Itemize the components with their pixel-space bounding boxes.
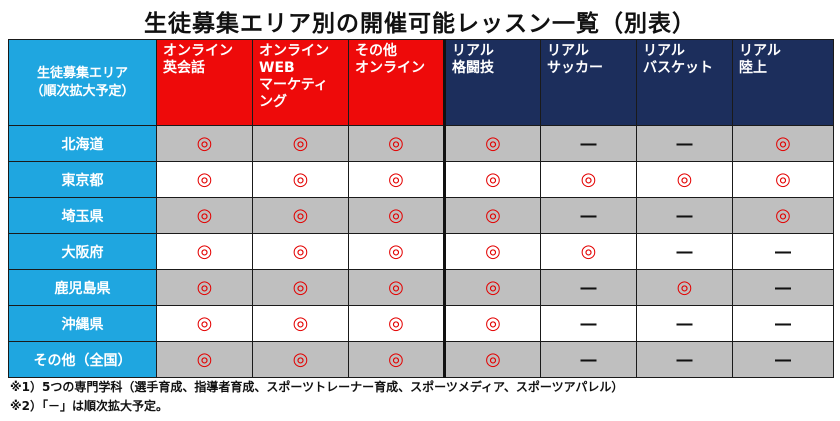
- availability-mark: ―: [580, 134, 597, 153]
- column-header-line: その他: [355, 43, 397, 59]
- availability-mark: ◎: [485, 205, 501, 226]
- area-label: 東京都: [8, 161, 157, 198]
- area-header-cell: 生徒募集エリア （順次拡大予定）: [8, 39, 157, 126]
- column-header-line: 格闘技: [452, 60, 494, 76]
- availability-mark: ―: [580, 206, 597, 225]
- column-header-real-soccer: リアル サッカー: [540, 39, 637, 126]
- column-header-real-basketball: リアル バスケット: [636, 39, 733, 126]
- availability-mark: ―: [676, 206, 693, 225]
- availability-mark: ◎: [388, 205, 404, 226]
- availability-mark: ◎: [196, 205, 213, 226]
- availability-mark: ◎: [485, 169, 501, 190]
- availability-mark: ◎: [292, 133, 309, 154]
- column-header-real-track: リアル 陸上: [732, 39, 834, 126]
- availability-mark: ◎: [676, 169, 693, 190]
- column-header-online-web-marketing: オンライン WEB マーケティ ング: [252, 39, 349, 126]
- availability-mark: ―: [580, 314, 597, 333]
- area-header-line2: （順次拡大予定）: [30, 83, 135, 99]
- footnote-1: ※1）5つの専門学科（選手育成、指導者育成、スポーツトレーナー育成、スポーツメデ…: [10, 380, 624, 394]
- area-label: その他（全国）: [8, 341, 157, 378]
- table-row: 沖縄県 ◎ ◎ ◎ ◎ ― ― ―: [8, 305, 834, 342]
- column-header-line: リアル: [739, 43, 781, 59]
- availability-mark: ◎: [292, 205, 309, 226]
- availability-mark: ―: [775, 278, 791, 297]
- availability-mark: ◎: [485, 313, 501, 334]
- availability-mark: ◎: [485, 241, 501, 262]
- availability-mark: ―: [775, 314, 791, 333]
- column-header-line: リアル: [547, 43, 589, 59]
- availability-mark: ―: [580, 278, 597, 297]
- area-label: 埼玉県: [8, 197, 157, 234]
- availability-mark: ―: [676, 242, 693, 261]
- availability-mark: ◎: [196, 277, 213, 298]
- table-row: その他（全国） ◎ ◎ ◎ ◎ ― ― ―: [8, 341, 834, 378]
- table-row: 北海道 ◎ ◎ ◎ ◎ ― ― ◎: [8, 125, 834, 162]
- availability-mark: ◎: [775, 169, 791, 190]
- column-header-line: リアル: [643, 43, 685, 59]
- column-header-line: WEB: [259, 60, 295, 76]
- area-label: 鹿児島県: [8, 269, 157, 306]
- column-header-online-english: オンライン 英会話: [156, 39, 253, 126]
- column-header-line: ング: [259, 94, 287, 110]
- availability-mark: ◎: [485, 133, 501, 154]
- lesson-availability-table: 生徒募集エリア （順次拡大予定） オンライン 英会話 オンライン WEB マーケ…: [8, 39, 834, 378]
- column-header-line: オンライン: [259, 43, 329, 59]
- column-header-line: オンライン: [355, 60, 425, 76]
- column-header-line: 陸上: [739, 60, 767, 76]
- availability-mark: ―: [676, 314, 693, 333]
- table-row: 東京都 ◎ ◎ ◎ ◎ ◎ ◎ ◎: [8, 161, 834, 198]
- header-row: 生徒募集エリア （順次拡大予定） オンライン 英会話 オンライン WEB マーケ…: [8, 39, 834, 126]
- availability-mark: ◎: [388, 133, 404, 154]
- availability-mark: ◎: [292, 241, 309, 262]
- column-header-line: サッカー: [547, 60, 603, 76]
- column-header-line: リアル: [452, 43, 494, 59]
- availability-mark: ◎: [388, 349, 404, 370]
- table-row: 鹿児島県 ◎ ◎ ◎ ◎ ― ◎ ―: [8, 269, 834, 306]
- availability-mark: ―: [775, 350, 791, 369]
- availability-mark: ◎: [775, 205, 791, 226]
- availability-mark: ―: [775, 242, 791, 261]
- availability-mark: ◎: [676, 277, 693, 298]
- availability-mark: ◎: [580, 169, 597, 190]
- page-title: 生徒募集エリア別の開催可能レッスン一覧（別表）: [144, 11, 696, 37]
- column-header-online-other: その他 オンライン: [348, 39, 446, 126]
- area-label: 沖縄県: [8, 305, 157, 342]
- availability-mark: ◎: [292, 349, 309, 370]
- availability-mark: ―: [676, 134, 693, 153]
- availability-mark: ◎: [388, 241, 404, 262]
- column-header-real-martial-arts: リアル 格闘技: [444, 39, 541, 126]
- footnote-2: ※2）「－」は順次拡大予定。: [10, 399, 169, 413]
- column-header-line: オンライン: [163, 43, 233, 59]
- availability-mark: ◎: [292, 277, 309, 298]
- availability-mark: ◎: [388, 277, 404, 298]
- table-row: 埼玉県 ◎ ◎ ◎ ◎ ― ― ◎: [8, 197, 834, 234]
- availability-mark: ◎: [292, 169, 309, 190]
- availability-mark: ◎: [196, 313, 213, 334]
- availability-mark: ◎: [388, 169, 404, 190]
- availability-mark: ◎: [580, 241, 597, 262]
- column-header-line: マーケティ: [259, 77, 328, 93]
- availability-mark: ◎: [485, 277, 501, 298]
- availability-mark: ◎: [292, 313, 309, 334]
- availability-mark: ◎: [388, 313, 404, 334]
- availability-mark: ―: [676, 350, 693, 369]
- availability-mark: ◎: [775, 133, 791, 154]
- availability-mark: ―: [580, 350, 597, 369]
- area-label: 大阪府: [8, 233, 157, 270]
- column-header-line: 英会話: [163, 60, 205, 76]
- area-header-line1: 生徒募集エリア: [36, 65, 128, 81]
- table-row: 大阪府 ◎ ◎ ◎ ◎ ◎ ― ―: [8, 233, 834, 270]
- availability-mark: ◎: [196, 241, 213, 262]
- availability-mark: ◎: [196, 349, 213, 370]
- area-label: 北海道: [8, 125, 157, 162]
- availability-mark: ◎: [196, 169, 213, 190]
- availability-mark: ◎: [485, 349, 501, 370]
- column-header-line: バスケット: [643, 60, 713, 76]
- availability-mark: ◎: [196, 133, 213, 154]
